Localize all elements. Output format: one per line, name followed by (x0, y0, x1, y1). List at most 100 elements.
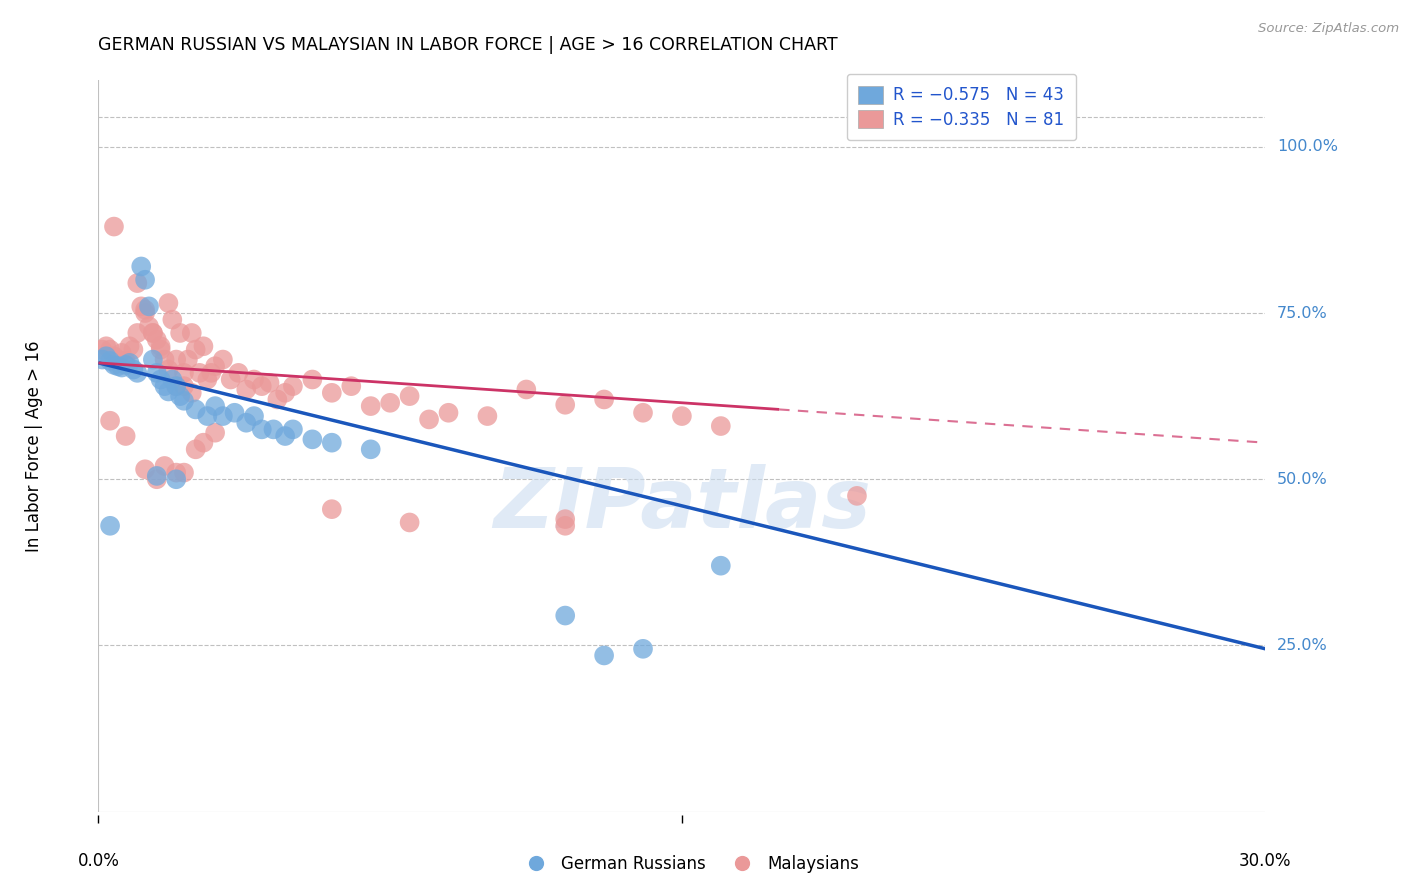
Point (204, 399, 226, 413)
Point (360, 399, 382, 413)
Text: 50.0%: 50.0% (1277, 472, 1327, 487)
Point (173, 393, 195, 408)
Point (153, 379, 176, 393)
Point (266, 392, 288, 407)
Point (180, 326, 202, 340)
Point (180, 385, 202, 400)
Point (134, 273, 156, 287)
Point (98, 343, 121, 357)
Point (671, 409, 693, 423)
Point (169, 326, 191, 340)
Point (146, 469, 169, 483)
Point (631, 406, 654, 420)
Point (149, 372, 172, 386)
Point (162, 372, 184, 386)
Point (321, 435, 343, 450)
Point (149, 343, 172, 357)
Point (98, 414, 121, 428)
Point (243, 409, 266, 423)
Point (184, 442, 207, 457)
Point (122, 343, 145, 357)
Point (118, 339, 141, 353)
Point (91, 343, 114, 357)
Point (111, 346, 134, 360)
Point (165, 472, 187, 486)
Point (259, 376, 281, 390)
Point (162, 312, 184, 326)
Point (301, 433, 323, 447)
Point (134, 302, 156, 317)
Point (593, 392, 616, 407)
Text: 30.0%: 30.0% (1239, 852, 1292, 870)
Point (173, 366, 195, 380)
Point (243, 372, 266, 386)
Point (378, 396, 402, 410)
Point (114, 429, 136, 443)
Point (212, 352, 235, 367)
Point (142, 352, 165, 367)
Point (153, 458, 176, 473)
Point (114, 354, 136, 368)
Point (165, 466, 187, 480)
Point (118, 356, 141, 370)
Point (157, 384, 180, 399)
Point (235, 416, 257, 430)
Point (134, 306, 156, 320)
Text: ZIPatlas: ZIPatlas (494, 464, 870, 545)
Point (153, 352, 176, 367)
Point (281, 422, 304, 436)
Point (91, 352, 114, 367)
Text: In Labor Force | Age > 16: In Labor Force | Age > 16 (25, 340, 44, 552)
Point (107, 352, 129, 367)
Point (149, 339, 172, 353)
Text: GERMAN RUSSIAN VS MALAYSIAN IN LABOR FORCE | AGE > 16 CORRELATION CHART: GERMAN RUSSIAN VS MALAYSIAN IN LABOR FOR… (98, 36, 838, 54)
Point (274, 385, 297, 400)
Point (554, 518, 576, 533)
Point (321, 502, 343, 516)
Point (169, 389, 191, 403)
Point (98, 354, 121, 368)
Point (165, 379, 187, 393)
Text: Source: ZipAtlas.com: Source: ZipAtlas.com (1258, 22, 1399, 36)
Point (554, 608, 576, 623)
Point (219, 372, 242, 386)
Point (122, 362, 145, 376)
Point (250, 379, 273, 393)
Point (845, 489, 868, 503)
Point (165, 352, 187, 367)
Point (200, 366, 222, 380)
Text: 0.0%: 0.0% (77, 852, 120, 870)
Legend: R = −0.575   N = 43, R = −0.335   N = 81: R = −0.575 N = 43, R = −0.335 N = 81 (846, 74, 1076, 140)
Text: 25.0%: 25.0% (1277, 638, 1327, 653)
Point (173, 379, 195, 393)
Point (224, 406, 246, 420)
Point (146, 366, 169, 380)
Point (146, 333, 169, 347)
Point (398, 389, 420, 403)
Point (127, 366, 149, 380)
Point (103, 219, 125, 234)
Text: 100.0%: 100.0% (1277, 139, 1339, 154)
Point (184, 402, 207, 417)
Point (477, 409, 499, 423)
Point (250, 422, 273, 436)
Point (710, 558, 733, 573)
Point (142, 326, 165, 340)
Point (515, 383, 537, 397)
Legend: German Russians, Malaysians: German Russians, Malaysians (512, 848, 866, 880)
Point (138, 319, 160, 334)
Point (398, 516, 420, 530)
Point (134, 462, 156, 476)
Point (195, 372, 218, 386)
Point (554, 512, 576, 526)
Point (262, 422, 284, 436)
Point (96, 349, 118, 363)
Point (142, 326, 165, 340)
Point (157, 362, 180, 376)
Point (165, 379, 187, 393)
Point (193, 339, 215, 353)
Point (114, 358, 136, 372)
Point (631, 641, 654, 656)
Point (127, 276, 149, 290)
Point (235, 383, 257, 397)
